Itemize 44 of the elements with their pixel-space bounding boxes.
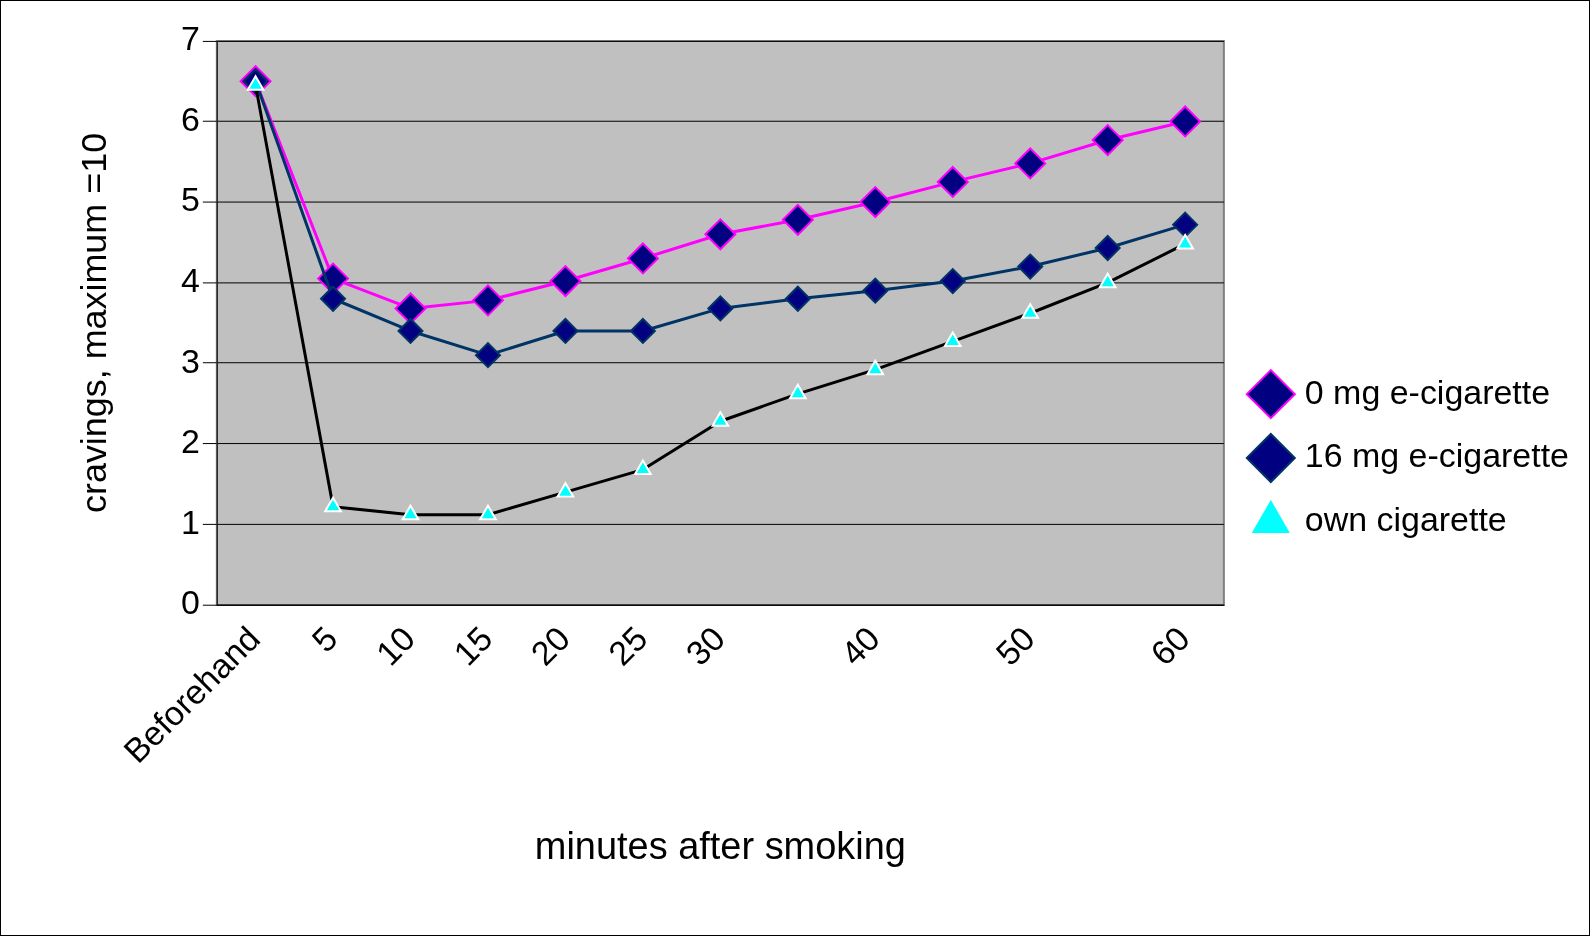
point	[784, 285, 811, 312]
x-tick-label: 15	[445, 619, 500, 673]
x-tick-label: 20	[523, 619, 577, 673]
y-tick-label: 5	[180, 180, 200, 219]
point	[1091, 124, 1124, 156]
y-tick-label: 4	[180, 261, 200, 299]
legend-label: 0 mg e-cigarette	[1304, 372, 1551, 411]
y-tick-label: 6	[180, 99, 200, 138]
point	[397, 318, 424, 344]
y-tick-label: 3	[180, 341, 200, 380]
legend-label: 16 mg e-cigarette	[1304, 436, 1569, 475]
y-axis-title: cravings, maximum =10	[73, 132, 115, 513]
point	[1172, 211, 1199, 238]
point	[549, 265, 582, 297]
x-tick-label: 5	[304, 619, 345, 660]
y-tick-label: 2	[180, 422, 200, 461]
point	[471, 284, 504, 317]
point	[707, 295, 734, 322]
y-tick-label: 1	[180, 502, 200, 541]
point	[859, 186, 892, 219]
y-tick-label: 7	[180, 19, 200, 58]
point	[626, 242, 659, 275]
x-tick-label: 60	[1143, 619, 1197, 673]
x-axis-title: minutes after smoking	[534, 824, 906, 867]
x-tick-label: 40	[833, 619, 887, 673]
point	[629, 318, 656, 344]
point	[1169, 105, 1202, 138]
x-tick-label: 50	[988, 619, 1042, 673]
x-tick-label: 10	[368, 619, 423, 673]
point	[939, 268, 966, 294]
legend-label: own cigarette	[1304, 500, 1507, 539]
point	[320, 285, 347, 312]
point	[704, 218, 737, 251]
x-tick-label: 30	[678, 619, 732, 673]
point	[862, 277, 889, 304]
point	[1014, 147, 1047, 180]
point	[781, 203, 814, 236]
point	[552, 318, 579, 344]
point	[1094, 235, 1121, 261]
point	[474, 342, 501, 369]
point	[1017, 253, 1044, 280]
point	[936, 165, 969, 198]
x-tick-label: 25	[600, 619, 655, 673]
y-tick-label: 0	[180, 583, 200, 622]
